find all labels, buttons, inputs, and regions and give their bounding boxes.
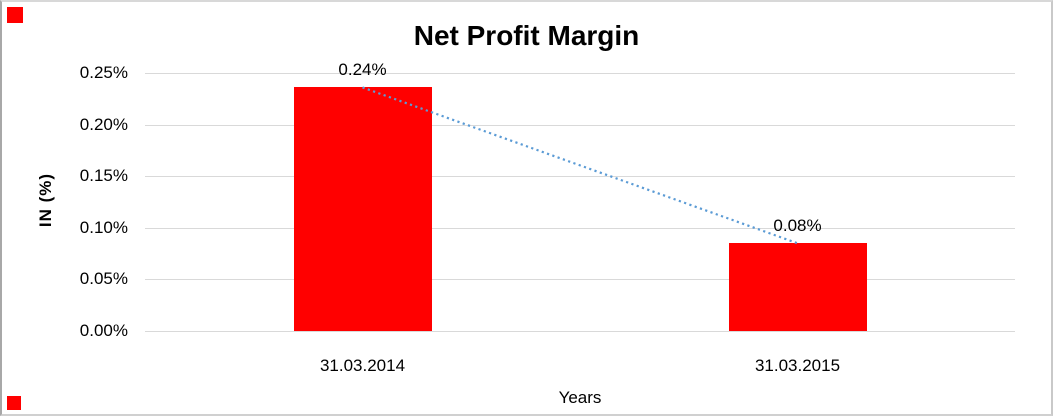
gridline <box>145 73 1015 74</box>
x-axis-title: Years <box>558 388 602 407</box>
plot-area: 0.24% 0.08% <box>145 60 1015 332</box>
x-tick-label: 31.03.2014 <box>319 356 406 375</box>
gridline <box>145 279 1015 281</box>
y-tick-label: 0.20% <box>79 114 128 134</box>
bar-data-label: 0.24% <box>338 60 387 80</box>
y-tick-label: 0.15% <box>79 166 128 186</box>
gridline <box>145 176 1015 178</box>
gridline <box>145 124 1015 126</box>
y-tick-label: 0.05% <box>79 269 128 289</box>
bar-31.03.2014 <box>293 87 432 331</box>
bar-data-label: 0.08% <box>773 216 822 236</box>
bar-31.03.2015 <box>728 243 867 331</box>
red-corner-square-top-left <box>7 7 23 23</box>
trendline <box>362 86 798 245</box>
red-corner-square-bottom-left <box>7 396 21 410</box>
y-tick-label: 0.00% <box>79 321 128 340</box>
gridline <box>145 331 1015 332</box>
x-tick-label: 31.03.2015 <box>754 356 841 375</box>
y-tick-label: 0.25% <box>79 63 128 82</box>
y-tick-label: 0.10% <box>79 217 128 237</box>
y-axis-tick-labels: 0.25% 0.20% 0.15% 0.10% 0.05% 0.00% <box>2 64 128 340</box>
gridline <box>145 227 1015 229</box>
chart-title: Net Profit Margin <box>413 20 640 51</box>
